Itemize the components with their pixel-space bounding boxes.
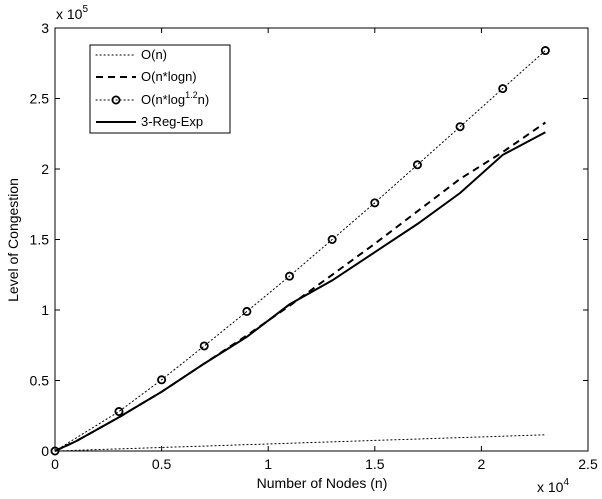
series-o-nlog12n-line: [54, 50, 546, 452]
marker-o-nlog12n: [199, 341, 209, 351]
x-axis-label: Number of Nodes (n): [257, 475, 388, 491]
marker-o-nlog12n: [498, 84, 508, 94]
marker-o-nlog12n: [455, 122, 465, 132]
x-tick-label: 2.5: [578, 456, 598, 472]
x-tick-label: 1.5: [365, 456, 385, 472]
x-multiplier-base: x 10: [537, 479, 564, 495]
series-3-reg-exp-line: [54, 131, 546, 452]
y-tick-label: 2: [41, 161, 49, 177]
y-tick-label: 2.5: [30, 91, 50, 107]
y-tick-label: 0: [41, 443, 49, 459]
x-axis-multiplier: x 104: [537, 477, 569, 495]
marker-o-nlog12n: [285, 271, 295, 281]
x-tick-label: 0: [51, 456, 59, 472]
y-tick-label: 3: [41, 20, 49, 36]
legend-label-o-nlogn: O(n*logn): [141, 69, 197, 84]
y-multiplier-exp: 5: [82, 4, 88, 15]
legend-label-3-reg-exp: 3-Reg-Exp: [141, 114, 203, 129]
legend-label-o-nlog12n: O(n*log1.2n): [141, 90, 209, 107]
y-multiplier-base: x 10: [56, 6, 83, 22]
marker-o-nlog12n: [412, 160, 422, 170]
legend-label-o-n: O(n): [141, 47, 167, 62]
y-tick-label: 1.5: [30, 232, 50, 248]
y-tick-label: 1: [41, 302, 49, 318]
legend-marker-o-nlog12n: [111, 95, 121, 105]
x-axis-ticks: 0 0.5 1 1.5 2 2.5: [51, 28, 598, 472]
marker-o-nlog12n: [370, 198, 380, 208]
marker-o-nlog12n: [540, 46, 550, 56]
x-tick-label: 1: [264, 456, 272, 472]
marker-o-nlog12n: [327, 234, 337, 244]
marker-o-nlog12n: [114, 407, 124, 417]
y-axis-label: Level of Congestion: [5, 178, 21, 302]
legend: O(n) O(n*logn) O(n*log1.2n) 3-Reg-Exp: [89, 44, 231, 134]
x-tick-label: 2: [478, 456, 486, 472]
x-tick-label: 0.5: [152, 456, 172, 472]
marker-o-nlog12n: [157, 375, 167, 385]
series-layer: [50, 46, 550, 456]
y-axis-ticks: 0 0.5 1 1.5 2 2.5 3: [30, 20, 588, 459]
legend-box: [89, 44, 231, 134]
marker-o-nlog12n: [242, 306, 252, 316]
y-axis-multiplier: x 105: [56, 4, 88, 22]
marker-o-nlog12n: [50, 446, 60, 456]
x-multiplier-exp: 4: [563, 477, 569, 488]
series-o-n-line: [54, 434, 546, 452]
y-tick-label: 0.5: [30, 373, 50, 389]
